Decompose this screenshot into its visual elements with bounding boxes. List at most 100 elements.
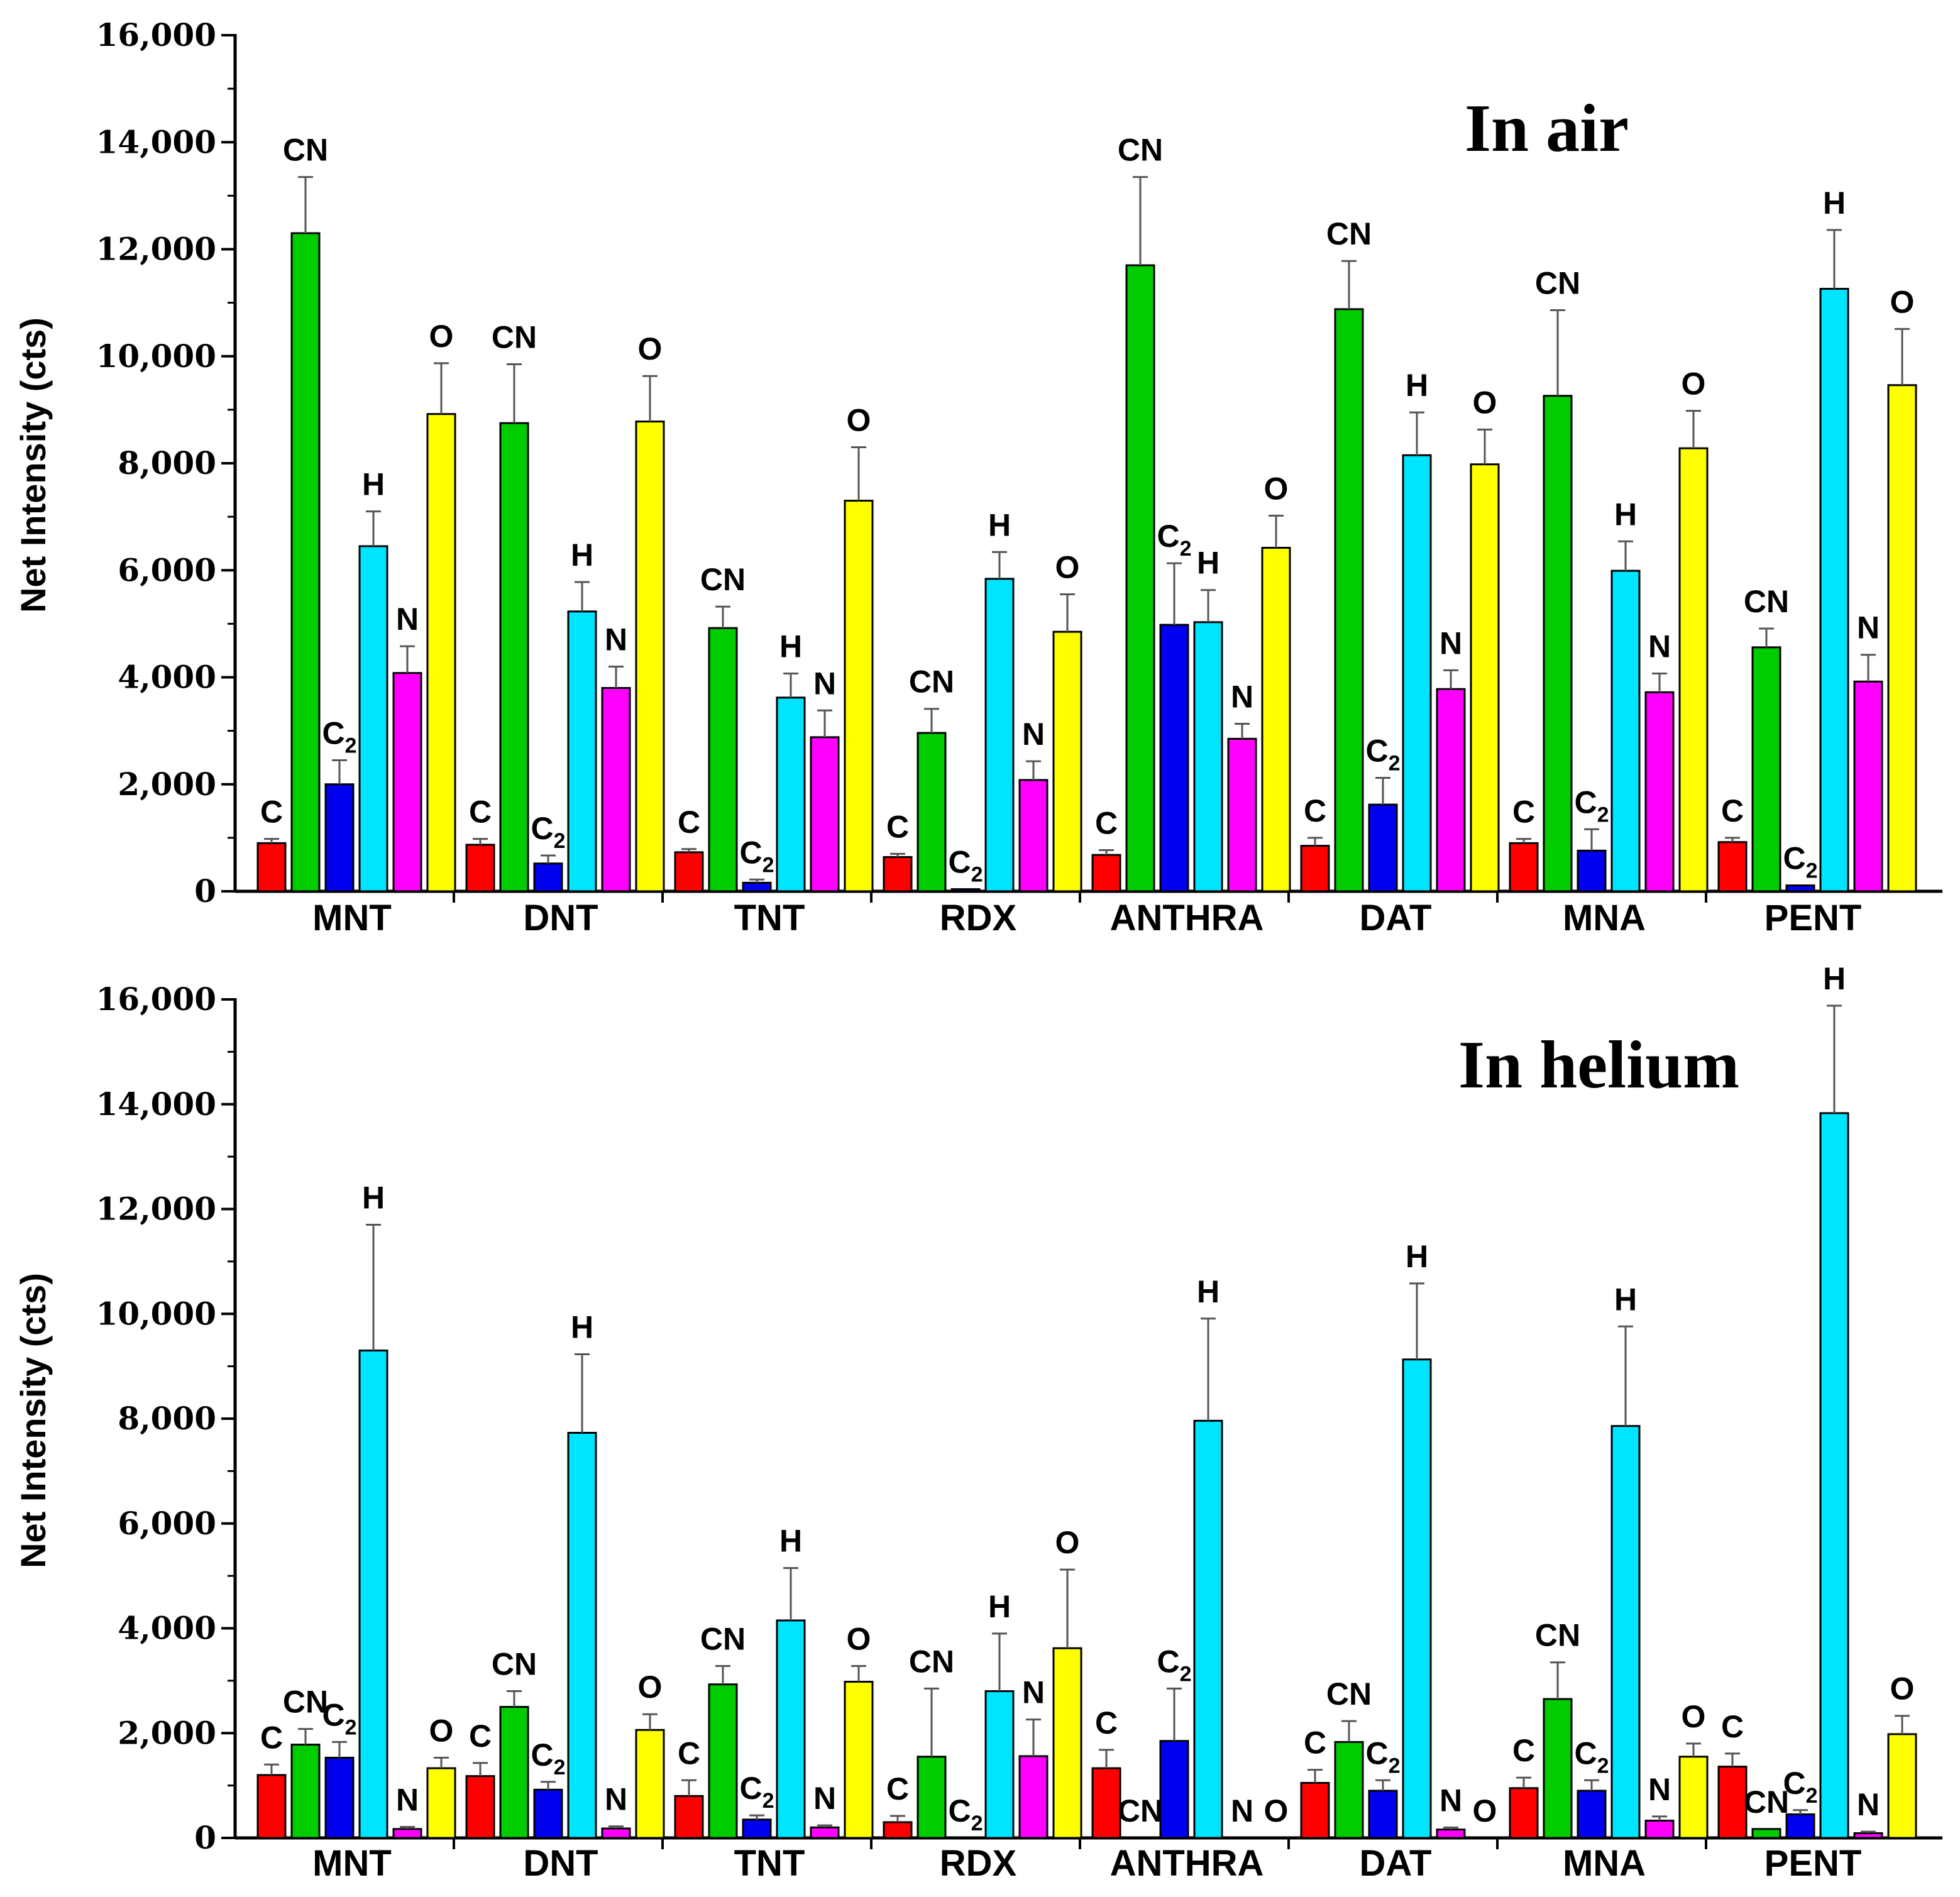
panel2-y-tick-label: 16,000 [96,981,216,1018]
panel2-bar-h-dnt [567,1432,597,1839]
panel1-bar-label-c-rdx: C [886,809,909,844]
panel2-bar-h-rdx [984,1690,1015,1839]
panel1-y-tick-label: 14,000 [96,123,216,160]
panel1-bar-label-o-dat: O [1473,385,1497,420]
panel2-category-label-mnt: MNT [312,1843,392,1884]
panel2-bar-label-o-rdx: O [1055,1525,1080,1560]
panel1-y-tick-label: 12,000 [96,231,216,268]
panel2-bar-c2-dnt [533,1788,563,1839]
panel2-bar-label-sub-rdx: 2 [971,1812,983,1835]
panel1-bar-n-anthra [1227,737,1257,893]
panel2-bar-label-cn-anthra: CN [1118,1793,1163,1828]
panel1-category-label-dat: DAT [1360,898,1432,938]
panel1-bar-cn-anthra [1125,264,1155,893]
panel2-bar-o-mnt [426,1767,456,1839]
panel1-bar-label-cn-tnt: CN [700,562,746,597]
panel2-bar-h-anthra [1193,1419,1223,1839]
panel2-bar-label-sub-tnt: 2 [763,1789,774,1813]
panel2-bar-label-sub-mna: 2 [1597,1754,1609,1778]
panel2-y-tick-label: 10,000 [96,1295,216,1332]
panel1-bar-n-rdx [1018,779,1049,893]
panel1-bar-o-dat [1470,463,1500,893]
panel1-bar-label-c-mnt: C [260,795,283,830]
panel1-bar-c2-rdx [950,888,981,893]
panel2-y-tick-label: 6,000 [118,1505,216,1542]
panel2-bar-label-n-anthra: N [1231,1793,1253,1828]
panel2-bar-label-n-dnt: N [605,1782,627,1817]
panel2-bar-label-c-dat: C [1304,1725,1326,1761]
panel1-bar-label-sub-mna: 2 [1597,803,1609,827]
panel1-bar-label-o-rdx: O [1055,550,1080,585]
panel1-category-label-mna: MNA [1563,898,1646,938]
panel2-bar-n-mnt [392,1828,422,1839]
panel1-bar-h-anthra [1193,621,1223,893]
panel1-bar-cn-tnt [708,627,738,893]
panel1-bar-c2-mnt [324,783,355,893]
panel1-bar-label-n-mnt: N [396,602,419,637]
panel1-bar-label-o-mna: O [1682,366,1706,402]
panel1-bar-label-o-anthra: O [1264,471,1289,506]
panel2-bar-label-o-tnt: O [847,1622,871,1657]
panel1-bar-label-h-dat: H [1406,368,1428,403]
panel1-y-tick-label: 16,000 [96,16,216,53]
panel1-bar-label-o-mnt: O [429,319,454,354]
panel2-bar-n-dnt [601,1827,631,1839]
panel1-bar-label-c2-mnt: C2 [322,715,356,757]
panel2-bar-o-dnt [635,1729,665,1839]
panel2-bar-label-cn-tnt: CN [700,1622,746,1657]
panel1-bar-cn-dnt [499,422,529,893]
panel1-bar-c-tnt [674,851,704,893]
panel1-bar-label-c2-rdx: C2 [948,845,983,887]
panel1-bar-c2-anthra [1159,624,1189,893]
panel2-bar-label-h-mnt: H [362,1180,385,1216]
panel2-bar-label-n-mna: N [1648,1772,1671,1807]
panel1-y-tick-label: 10,000 [96,338,216,375]
panel1-bar-c-mna [1509,842,1539,893]
panel1-bar-label-c2-dat: C2 [1365,734,1400,776]
panel2-bar-label-c2-dnt: C2 [531,1737,565,1779]
panel1-bar-c-pent [1717,841,1748,893]
panel2-bar-label-c2-pent: C2 [1783,1766,1817,1808]
panel1-bar-label-sub-anthra: 2 [1180,537,1192,561]
panel2-bar-c-rdx [883,1821,913,1839]
panel1-bar-label-cn-anthra: CN [1118,133,1163,168]
panel2-bar-label-n-mnt: N [396,1782,419,1817]
panel2-y-axis-title: Net Intensity (cts) [13,1273,53,1568]
panel1-bar-c2-dat [1368,803,1398,893]
panel1-bar-o-anthra [1261,546,1291,893]
panel2-bar-c2-dat [1368,1790,1398,1839]
panel2-bar-cn-dnt [499,1706,529,1839]
panel2-bar-label-sub-dnt: 2 [554,1756,566,1779]
panel2-category-label-dnt: DNT [523,1843,598,1884]
panel1-bar-label-n-dnt: N [605,622,627,657]
panel1-bar-label-h-pent: H [1823,185,1846,221]
panel1-bar-c-anthra [1091,854,1121,893]
panel1-bar-label-cn-dnt: CN [492,320,537,355]
panel1-bar-cn-pent [1751,646,1781,893]
panel2-category-label-mna: MNA [1563,1843,1646,1884]
panel2-y-tick-label: 4,000 [118,1610,216,1647]
panel1-bar-o-mnt [426,413,456,893]
panel2-bar-h-mna [1610,1425,1641,1839]
panel1-bar-label-h-tnt: H [779,629,802,664]
panel1-bar-label-c2-pent: C2 [1783,841,1817,883]
panel1-bar-label-c2-mna: C2 [1574,784,1609,827]
panel2-bar-label-cn-dat: CN [1326,1676,1372,1712]
panel2-bar-label-o-mnt: O [429,1713,454,1748]
panel1-bar-label-n-pent: N [1857,610,1880,646]
panel2-bar-o-tnt [844,1681,874,1839]
panel2-bar-o-pent [1887,1733,1917,1839]
panel1-bar-h-dat [1402,454,1432,893]
panel1-bar-label-c-dnt: C [469,795,492,830]
panel1-y-tick-label: 8,000 [118,444,216,481]
panel2-bar-c2-mnt [324,1756,355,1839]
panel1-bar-c2-tnt [742,881,772,893]
panel1-bar-label-n-dat: N [1440,625,1462,661]
panel1-bar-c2-dnt [533,862,563,893]
panel2-bar-h-tnt [776,1619,806,1839]
panel2-bar-c2-mna [1577,1790,1607,1839]
panel2-bar-c2-pent [1785,1813,1815,1839]
panel2-bar-c2-anthra [1159,1740,1189,1839]
panel2-category-label-dat: DAT [1360,1843,1432,1884]
panel1-category-label-anthra: ANTHRA [1110,898,1264,938]
